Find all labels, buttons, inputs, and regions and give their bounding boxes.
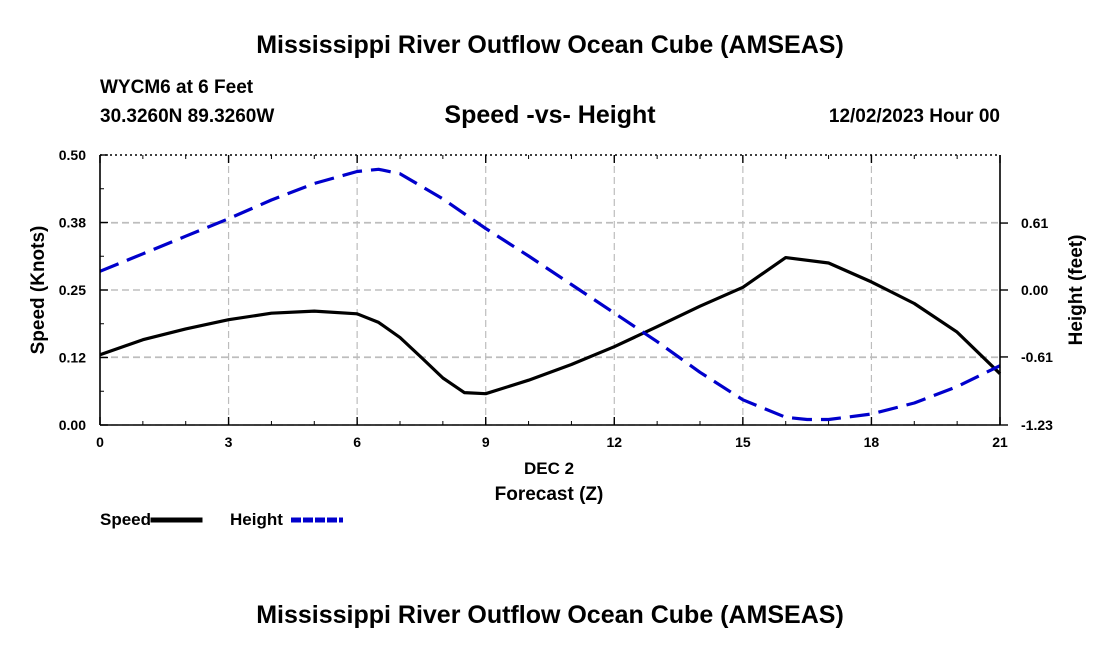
- x-tick-label: 12: [606, 434, 622, 450]
- legend: Speed Height: [100, 510, 343, 529]
- series-lines: [99, 167, 1002, 422]
- chart-title-bottom: Mississippi River Outflow Ocean Cube (AM…: [256, 601, 844, 629]
- x-tick-label: 18: [864, 434, 880, 450]
- y2-axis-label: Height (feet): [1066, 235, 1087, 346]
- legend-label-height: Height: [230, 510, 283, 529]
- y2-tick-label: 0.00: [1021, 282, 1048, 298]
- station-label: WYCM6 at 6 Feet: [100, 77, 254, 98]
- y-axis-label: Speed (Knots): [28, 226, 49, 355]
- y-tick-label: 0.25: [59, 282, 86, 298]
- chart-subtitle: Speed -vs- Height: [444, 101, 656, 129]
- y-tick-label: 0.38: [59, 215, 86, 231]
- datetime-label: 12/02/2023 Hour 00: [828, 106, 1000, 127]
- x-tick-label: 0: [96, 434, 104, 450]
- y-tick-label: 0.50: [59, 147, 86, 163]
- series-line-height: [99, 167, 1001, 422]
- y2-tick-label: -1.23: [1021, 417, 1053, 433]
- x-tick-label: 9: [482, 434, 490, 450]
- grid-lines: [100, 154, 1000, 426]
- series-line-speed: [99, 256, 1002, 396]
- y-tick-label: 0.12: [59, 350, 86, 366]
- coordinates-label: 30.3260N 89.3260W: [100, 106, 275, 127]
- axis-ticks: 0 3 6 9 12 15 18 21 0.00 0.12 0.25 0.38 0.50 -1.23 -0.…: [59, 147, 1053, 450]
- x-tick-label: 15: [735, 434, 751, 450]
- y2-tick-label: -0.61: [1021, 349, 1053, 365]
- x-axis-label: Forecast (Z): [495, 484, 604, 505]
- chart-title-top: Mississippi River Outflow Ocean Cube (AM…: [256, 31, 844, 59]
- x-axis-date-label: DEC 2: [524, 459, 574, 478]
- legend-label-speed: Speed: [100, 510, 151, 529]
- x-tick-label: 3: [225, 434, 233, 450]
- x-tick-label: 6: [353, 434, 361, 450]
- y-tick-label: 0.00: [59, 417, 86, 433]
- x-tick-label: 21: [992, 434, 1008, 450]
- y2-tick-label: 0.61: [1021, 215, 1048, 231]
